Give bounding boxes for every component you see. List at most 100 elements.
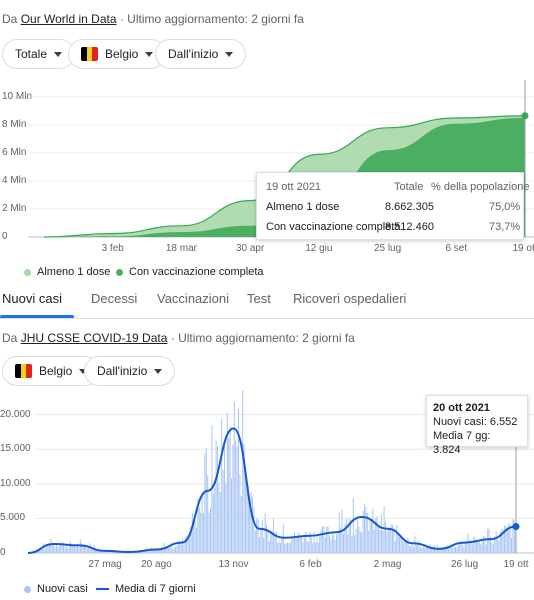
daily-case-bar: [49, 544, 50, 553]
daily-case-bar: [494, 536, 496, 553]
tooltip-row-total: 8.512.460: [385, 221, 434, 233]
daily-case-bar: [411, 544, 413, 553]
daily-case-bar: [249, 504, 251, 553]
daily-case-bar: [484, 536, 486, 553]
tooltip-row-pct: 73,7%: [489, 221, 521, 233]
x-tick-label: 3 feb: [101, 243, 124, 254]
y-tick-label: 20.000: [0, 408, 31, 420]
daily-case-bar: [424, 547, 426, 553]
daily-case-bar: [497, 539, 498, 553]
daily-case-bar: [420, 546, 421, 553]
chevron-down-icon: [79, 368, 88, 374]
daily-case-bar: [268, 541, 270, 553]
daily-case-bar: [327, 526, 329, 553]
daily-case-bar: [40, 548, 42, 553]
daily-case-bar: [210, 507, 211, 553]
daily-case-bar: [404, 541, 406, 553]
daily-case-bar: [263, 537, 265, 553]
daily-case-bar: [274, 532, 276, 553]
daily-case-bar: [393, 528, 395, 553]
tab-decessi[interactable]: Decessi: [91, 291, 138, 306]
daily-case-bar: [107, 551, 109, 553]
daily-case-bar: [165, 546, 167, 553]
tooltip-col-total: Totale: [394, 181, 424, 193]
country-dropdown[interactable]: Belgio: [68, 39, 167, 69]
source-link[interactable]: Our World in Data: [20, 12, 117, 26]
x-tick-label: 18 mar: [165, 243, 197, 254]
daily-case-bar: [400, 538, 402, 553]
tab-vaccinazioni[interactable]: Vaccinazioni: [157, 291, 230, 306]
tooltip-avg: Media 7 gg: 3.824: [433, 430, 491, 456]
daily-case-bar: [466, 541, 468, 553]
legend-new-cases: Nuovi casi: [24, 583, 88, 595]
daily-case-bar: [54, 546, 56, 553]
cases-tooltip: 20 ott 2021 Nuovi casi: 6.552 Media 7 gg…: [426, 395, 528, 456]
y-tick-label: 0: [2, 231, 8, 242]
source-prefix: Da: [2, 12, 18, 26]
country-dropdown[interactable]: Belgio: [2, 356, 101, 386]
daily-case-bar: [152, 549, 154, 553]
country-label: Belgio: [105, 47, 139, 61]
daily-case-bar: [397, 534, 399, 553]
daily-case-bar: [113, 551, 115, 553]
metric-dropdown[interactable]: Totale: [2, 39, 76, 69]
daily-case-bar: [387, 527, 389, 553]
daily-case-bar: [96, 548, 98, 553]
daily-case-bar: [344, 524, 346, 553]
daily-case-bar: [250, 491, 252, 553]
tooltip-new-cases: Nuovi casi: 6.552: [433, 416, 518, 428]
daily-case-bar: [442, 549, 444, 553]
daily-case-bar: [61, 543, 63, 553]
daily-case-bar: [431, 547, 433, 553]
daily-case-bar: [478, 541, 480, 553]
legend-swatch: [24, 268, 31, 276]
chevron-down-icon: [225, 51, 234, 57]
daily-case-bar: [348, 518, 350, 553]
daily-case-bar: [331, 531, 333, 553]
daily-case-bar: [294, 531, 295, 553]
daily-case-bar: [288, 542, 290, 553]
daily-case-bar: [359, 530, 361, 553]
daily-case-bar: [226, 412, 228, 553]
daily-case-bar: [217, 446, 218, 553]
tab-test[interactable]: Test: [247, 291, 271, 306]
daily-case-bar: [74, 545, 76, 553]
daily-case-bar: [239, 474, 241, 553]
daily-case-bar: [485, 544, 487, 553]
source-link[interactable]: JHU CSSE COVID-19 Data: [20, 331, 168, 345]
daily-case-bar: [270, 530, 272, 553]
daily-case-bar: [302, 542, 304, 553]
daily-case-bar: [464, 543, 466, 553]
daily-case-bar: [306, 540, 308, 553]
range-dropdown[interactable]: Dall'inizio: [84, 356, 176, 386]
daily-case-bar: [224, 446, 225, 553]
daily-case-bar: [506, 529, 508, 553]
daily-case-bar: [57, 547, 59, 553]
daily-case-bar: [385, 521, 386, 553]
range-dropdown[interactable]: Dall'inizio: [155, 39, 247, 69]
tab-nuovi-casi[interactable]: Nuovi casi: [2, 291, 62, 306]
daily-case-bar: [362, 510, 364, 553]
daily-case-bar: [488, 528, 490, 553]
daily-case-bar: [315, 542, 316, 553]
daily-case-bar: [392, 524, 393, 553]
daily-case-bar: [238, 408, 239, 553]
daily-case-bar: [245, 470, 246, 553]
daily-case-bar: [326, 526, 328, 553]
daily-case-bar: [371, 518, 372, 553]
tab-ricoveri[interactable]: Ricoveri ospedalieri: [293, 291, 407, 306]
chevron-down-icon: [54, 51, 63, 57]
daily-case-bar: [487, 528, 489, 553]
daily-case-bar: [379, 529, 381, 553]
daily-case-bar: [162, 549, 164, 553]
daily-case-bar: [401, 540, 403, 553]
daily-case-bar: [155, 548, 157, 553]
daily-case-bar: [176, 545, 178, 553]
daily-case-bar: [175, 546, 176, 553]
daily-case-bar: [219, 491, 221, 553]
daily-case-bar: [453, 544, 455, 553]
daily-case-bar: [313, 531, 315, 553]
daily-case-bar: [308, 542, 309, 553]
daily-case-bar: [204, 453, 206, 553]
hover-point: [512, 523, 520, 531]
